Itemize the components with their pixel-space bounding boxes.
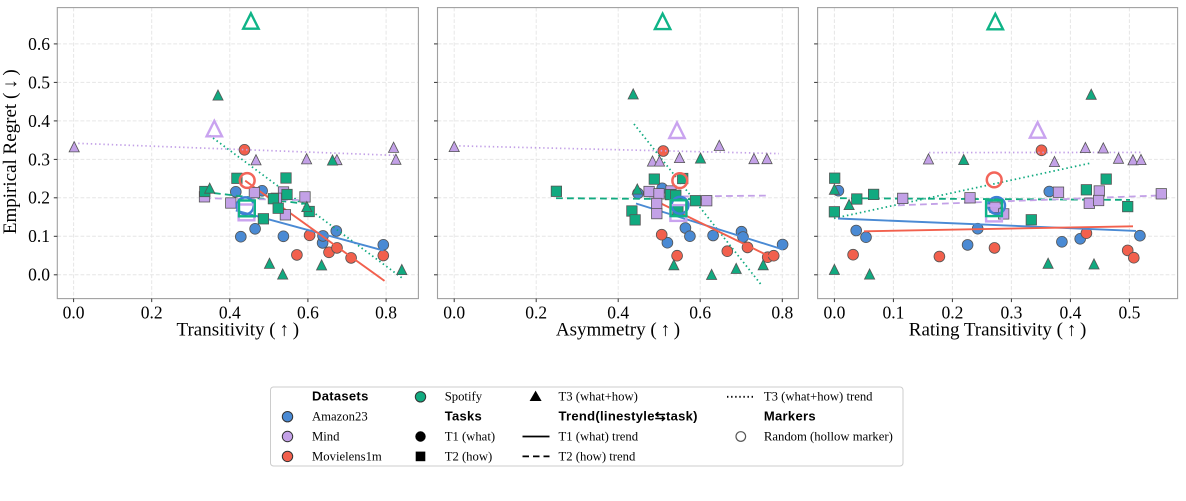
svg-text:Movielens1m: Movielens1m xyxy=(312,449,382,463)
svg-text:0.5: 0.5 xyxy=(1118,303,1140,323)
svg-text:Random (hollow marker): Random (hollow marker) xyxy=(764,429,893,443)
svg-text:0.3: 0.3 xyxy=(1000,303,1022,323)
svg-text:0.4: 0.4 xyxy=(607,303,629,323)
svg-text:0.2: 0.2 xyxy=(141,303,163,323)
svg-text:0.2: 0.2 xyxy=(28,188,50,208)
svg-text:T3 (what+how): T3 (what+how) xyxy=(559,390,638,404)
svg-text:Rating Transitivity ( ↑ ): Rating Transitivity ( ↑ ) xyxy=(909,320,1087,341)
svg-text:Datasets: Datasets xyxy=(312,389,369,404)
svg-text:Asymmetry ( ↑ ): Asymmetry ( ↑ ) xyxy=(556,320,680,341)
svg-text:0.1: 0.1 xyxy=(28,226,50,246)
svg-text:T1 (what): T1 (what) xyxy=(445,429,495,443)
svg-text:T1 (what) trend: T1 (what) trend xyxy=(559,429,639,443)
svg-text:0.0: 0.0 xyxy=(823,303,845,323)
svg-text:T2 (how) trend: T2 (how) trend xyxy=(559,449,636,463)
svg-text:Spotify: Spotify xyxy=(445,390,483,404)
svg-text:T2 (how): T2 (how) xyxy=(445,449,493,463)
svg-text:Markers: Markers xyxy=(764,409,816,424)
svg-text:Mind: Mind xyxy=(312,429,340,443)
svg-text:0.6: 0.6 xyxy=(689,303,711,323)
svg-text:0.4: 0.4 xyxy=(219,303,241,323)
svg-text:0.5: 0.5 xyxy=(28,72,50,92)
svg-text:Trend(linestyle⇆task): Trend(linestyle⇆task) xyxy=(559,409,698,424)
svg-text:Transitivity ( ↑ ): Transitivity ( ↑ ) xyxy=(177,320,300,341)
svg-text:0.3: 0.3 xyxy=(28,149,50,169)
svg-text:0.0: 0.0 xyxy=(443,303,465,323)
svg-text:Empirical Regret ( ↓ ): Empirical Regret ( ↓ ) xyxy=(0,69,21,234)
svg-text:Amazon23: Amazon23 xyxy=(312,410,368,424)
svg-text:0.0: 0.0 xyxy=(63,303,85,323)
svg-text:0.2: 0.2 xyxy=(525,303,547,323)
svg-text:0.6: 0.6 xyxy=(297,303,319,323)
svg-text:0.2: 0.2 xyxy=(941,303,963,323)
svg-text:T3 (what+how) trend: T3 (what+how) trend xyxy=(764,390,873,404)
svg-text:Tasks: Tasks xyxy=(445,409,482,424)
svg-text:0.4: 0.4 xyxy=(1059,303,1081,323)
svg-text:0.1: 0.1 xyxy=(882,303,904,323)
svg-text:0.8: 0.8 xyxy=(375,303,397,323)
svg-text:0.8: 0.8 xyxy=(771,303,793,323)
svg-text:0.6: 0.6 xyxy=(28,34,50,54)
svg-text:0.0: 0.0 xyxy=(28,265,50,285)
svg-text:0.4: 0.4 xyxy=(28,111,50,131)
